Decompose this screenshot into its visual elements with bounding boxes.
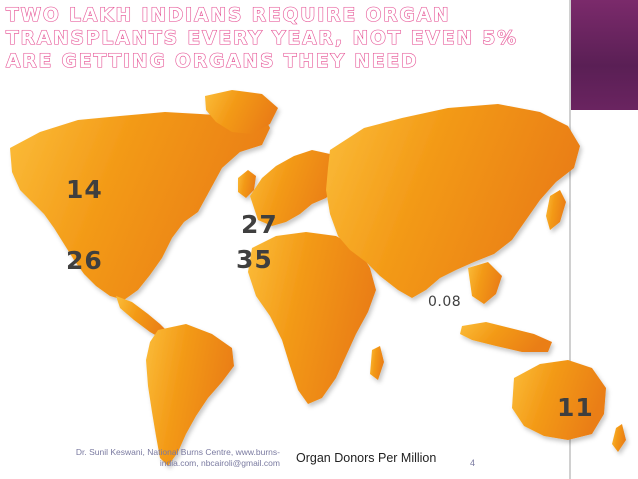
british-isles-landmass <box>238 170 256 198</box>
decorative-band <box>569 0 638 110</box>
south-america-landmass <box>146 324 234 466</box>
footer-credit: Dr. Sunil Keswani, National Burns Centre… <box>75 447 280 468</box>
europe-landmass <box>250 150 340 226</box>
madagascar-landmass <box>370 346 384 380</box>
north-america-landmass <box>10 112 270 300</box>
stat-australia: 11 <box>557 393 594 422</box>
indonesia-landmass <box>460 322 552 352</box>
decorative-divider <box>569 0 571 479</box>
map-caption: Organ Donors Per Million <box>296 451 437 465</box>
australia-landmass <box>512 360 606 440</box>
africa-landmass <box>248 232 376 404</box>
stat-usa: 26 <box>66 246 103 275</box>
stat-uk: 27 <box>241 210 278 239</box>
stat-spain: 35 <box>236 245 273 274</box>
southeast-asia-landmass <box>468 262 502 304</box>
japan-landmass <box>546 190 566 230</box>
central-america-landmass <box>116 296 170 340</box>
new-zealand-landmass <box>612 424 626 452</box>
stat-india: 0.08 <box>428 294 462 310</box>
stat-canada: 14 <box>66 175 103 204</box>
slide-title: Two lakh Indians require organ transplan… <box>5 4 518 72</box>
page-number: 4 <box>470 458 476 468</box>
asia-landmass <box>326 104 580 298</box>
greenland-landmass <box>205 90 278 134</box>
